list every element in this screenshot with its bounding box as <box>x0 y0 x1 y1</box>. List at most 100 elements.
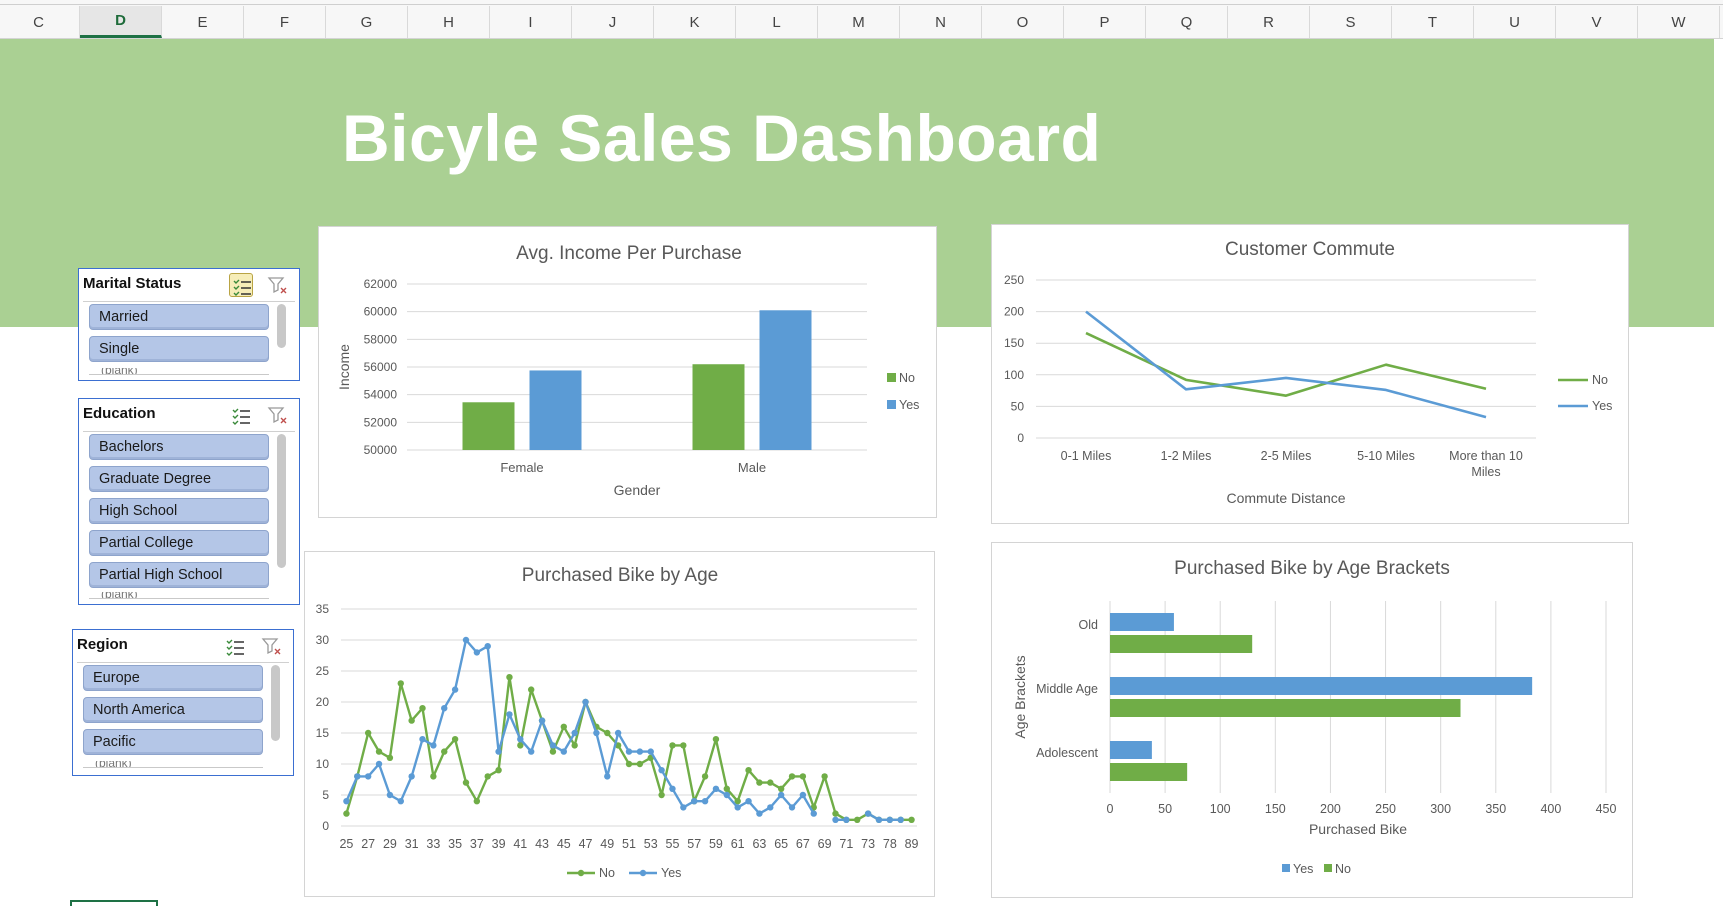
column-header-o[interactable]: O <box>982 6 1064 38</box>
x-tick-label: 47 <box>579 837 593 851</box>
data-point-no <box>571 742 578 749</box>
multi-select-icon[interactable] <box>229 273 253 297</box>
column-header-e[interactable]: E <box>162 6 244 38</box>
data-point-no <box>451 736 459 743</box>
x-tick-label: 2-5 Miles <box>1261 449 1312 463</box>
x-tick-label: 57 <box>687 837 701 851</box>
legend-swatch-no <box>887 373 896 382</box>
x-tick-label: 55 <box>666 837 680 851</box>
x-tick-label: 350 <box>1485 802 1506 816</box>
column-header-r[interactable]: R <box>1228 6 1310 38</box>
slicer-item-graduate-degree[interactable]: Graduate Degree <box>89 466 269 492</box>
slicer-item-bachelors[interactable]: Bachelors <box>89 434 269 460</box>
x-tick-label: 51 <box>622 837 636 851</box>
slicer-item-blank[interactable]: (blank) <box>89 368 269 375</box>
data-point-yes <box>386 791 394 799</box>
y-tick-label: 200 <box>1004 305 1024 319</box>
data-point-no <box>473 798 481 805</box>
legend-swatch-yes <box>887 400 896 409</box>
chart-avg-income[interactable]: Avg. Income Per Purchase 50000 52000 54000 5… <box>318 226 937 518</box>
slicer-item-europe[interactable]: Europe <box>83 665 263 691</box>
slicer-scrollbar[interactable] <box>277 434 286 568</box>
x-tick-label: 73 <box>861 837 875 851</box>
slicer-marital-status[interactable]: Marital Status Married Single (blank) <box>78 268 300 381</box>
chart-age-brackets[interactable]: Purchased Bike by Age Brackets 0 50 100 150 2… <box>991 542 1633 898</box>
chart-customer-commute-svg: Customer Commute 0 50 100 150 200 250 0-1 Miles… <box>1004 239 1612 506</box>
x-axis-label: Purchased Bike <box>1309 821 1407 837</box>
slicer-item-blank[interactable]: (blank) <box>83 761 263 768</box>
column-header-t[interactable]: T <box>1392 6 1474 38</box>
data-point-no <box>604 729 611 737</box>
data-point-yes <box>864 810 872 817</box>
data-point-yes <box>364 773 372 780</box>
column-header-f[interactable]: F <box>244 6 326 38</box>
legend-swatch-yes <box>1282 864 1290 872</box>
data-point-no <box>832 810 839 817</box>
chart-purchased-by-age[interactable]: Purchased Bike by Age 0 5 10 15 20 25 30 35 25 27 2… <box>304 551 935 897</box>
column-header-u[interactable]: U <box>1474 6 1556 38</box>
data-point-no <box>908 816 915 823</box>
column-header-w[interactable]: W <box>1638 6 1720 38</box>
slicer-item-partial-high-school[interactable]: Partial High School <box>89 562 269 588</box>
slicer-scrollbar[interactable] <box>271 665 280 741</box>
column-header-i[interactable]: I <box>490 6 572 38</box>
slicer-item-single[interactable]: Single <box>89 336 269 362</box>
slicer-item-north-america[interactable]: North America <box>83 697 263 723</box>
slicer-education[interactable]: Education Bachelors Graduate Degree High… <box>78 398 300 605</box>
column-header-j[interactable]: J <box>572 6 654 38</box>
column-header-q[interactable]: Q <box>1146 6 1228 38</box>
slicer-item-married[interactable]: Married <box>89 304 269 330</box>
data-point-yes <box>799 791 807 799</box>
data-point-yes <box>658 767 665 774</box>
slicer-item-partial-college[interactable]: Partial College <box>89 530 269 556</box>
chart-customer-commute[interactable]: Customer Commute 0 50 100 150 200 250 0-1 Miles… <box>991 224 1629 524</box>
column-header-g[interactable]: G <box>326 6 408 38</box>
data-point-yes <box>756 810 763 817</box>
data-point-yes <box>430 742 437 749</box>
slicer-item-high-school[interactable]: High School <box>89 498 269 524</box>
clear-filter-icon[interactable] <box>265 273 289 297</box>
slicer-region[interactable]: Region Europe North America Pacific (bla… <box>72 629 294 776</box>
x-tick-label: 53 <box>644 837 658 851</box>
y-tick-label: 20 <box>316 695 330 709</box>
header-top-line <box>0 4 1723 5</box>
legend-label-yes: Yes <box>1592 399 1612 413</box>
column-header-h[interactable]: H <box>408 6 490 38</box>
data-point-yes <box>538 717 546 724</box>
data-point-yes <box>495 748 502 755</box>
x-tick-label: 37 <box>470 837 484 851</box>
chart-title: Customer Commute <box>1225 239 1395 260</box>
bar-yes-female <box>529 370 582 450</box>
data-point-no <box>821 773 828 780</box>
bar-yes-male <box>759 310 812 450</box>
slicer-item-blank[interactable]: (blank) <box>89 592 269 599</box>
multi-select-icon[interactable] <box>223 634 247 658</box>
data-point-yes <box>419 736 426 743</box>
bar-no-middle-age <box>1110 699 1461 717</box>
selected-cell-indicator <box>70 900 158 906</box>
data-point-no <box>625 760 633 768</box>
column-header-v[interactable]: V <box>1556 6 1638 38</box>
slicer-item-pacific[interactable]: Pacific <box>83 729 263 755</box>
data-point-no <box>854 816 861 823</box>
clear-filter-icon[interactable] <box>259 634 283 658</box>
column-header-d[interactable]: D <box>80 6 162 38</box>
data-point-yes <box>625 748 633 755</box>
x-tick-label: 33 <box>426 837 440 851</box>
column-header-p[interactable]: P <box>1064 6 1146 38</box>
column-header-n[interactable]: N <box>900 6 982 38</box>
column-header-s[interactable]: S <box>1310 6 1392 38</box>
column-header-c[interactable]: C <box>0 6 80 38</box>
column-header-l[interactable]: L <box>736 6 818 38</box>
column-header-k[interactable]: K <box>654 6 736 38</box>
data-point-no <box>375 748 383 755</box>
multi-select-icon[interactable] <box>229 403 253 427</box>
bar-no-male <box>692 364 745 450</box>
slicer-scrollbar[interactable] <box>277 304 286 348</box>
clear-filter-icon[interactable] <box>265 403 289 427</box>
data-point-yes <box>723 791 731 799</box>
bar-yes-middle-age <box>1110 677 1533 695</box>
column-header-m[interactable]: M <box>818 6 900 38</box>
data-point-no <box>723 785 731 792</box>
